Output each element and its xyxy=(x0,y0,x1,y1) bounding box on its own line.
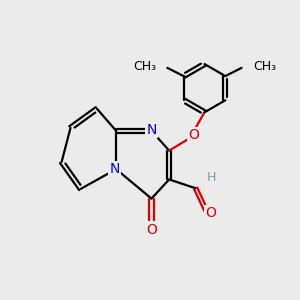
Text: N: N xyxy=(110,162,120,176)
Text: H: H xyxy=(206,172,216,184)
Text: N: N xyxy=(146,123,157,137)
Text: O: O xyxy=(146,223,157,236)
Text: CH₃: CH₃ xyxy=(133,60,156,73)
Text: O: O xyxy=(205,206,216,220)
Text: O: O xyxy=(188,128,199,142)
Text: CH₃: CH₃ xyxy=(253,60,276,73)
